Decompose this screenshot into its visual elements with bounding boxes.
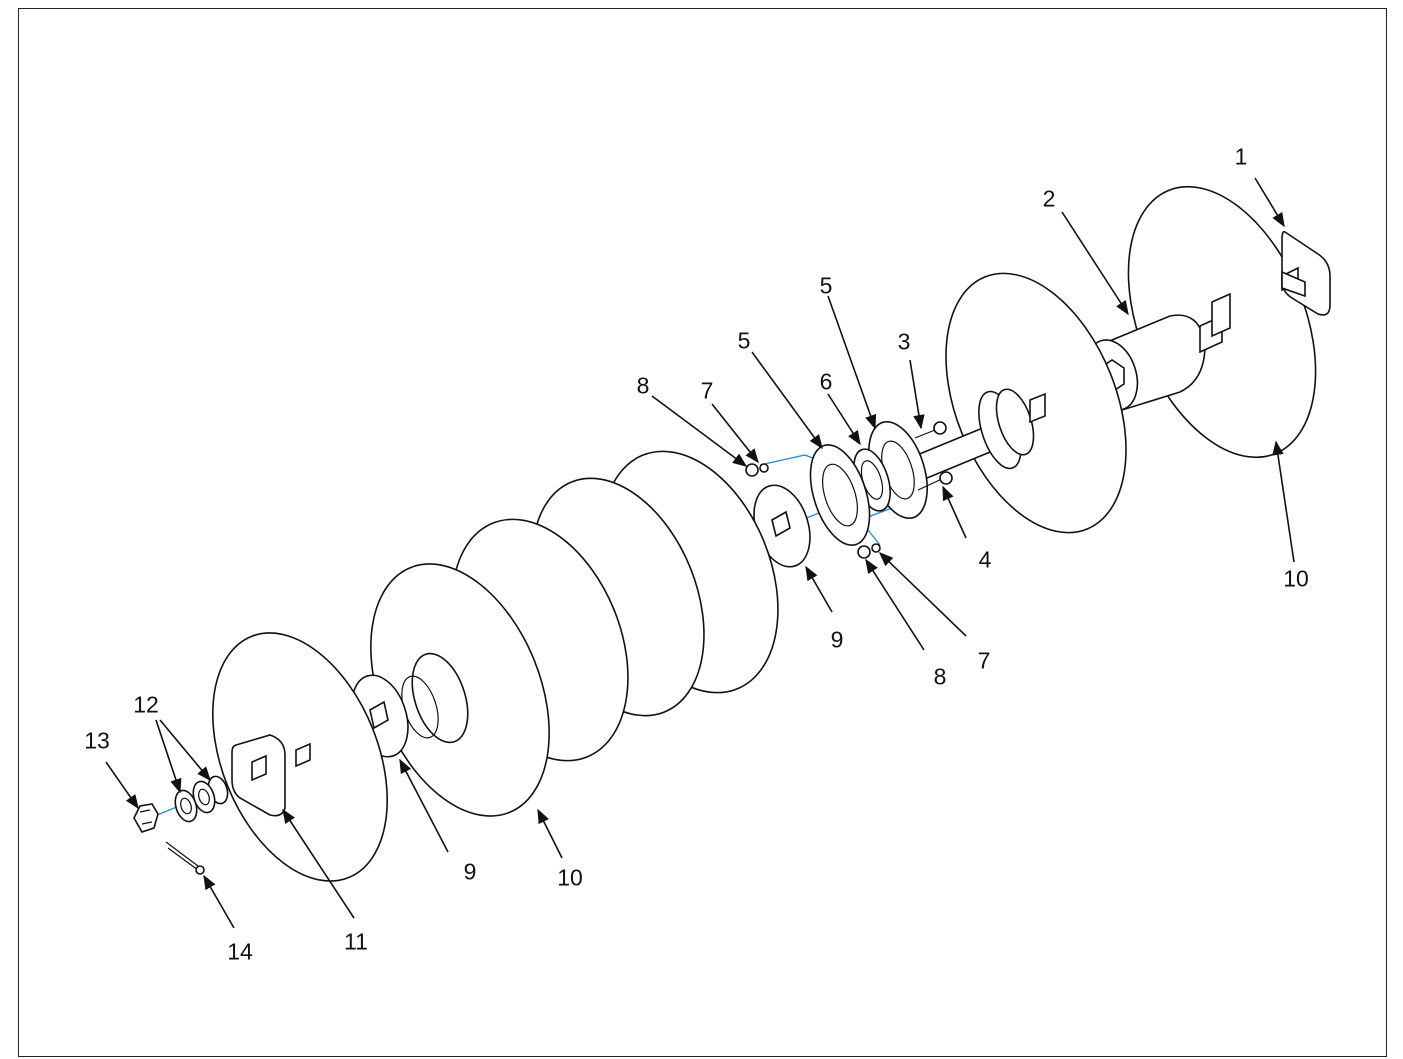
- callout-7-a: 7: [700, 377, 714, 404]
- callout-2: 2: [1042, 185, 1056, 212]
- callout-6: 6: [819, 368, 833, 395]
- square-end-plate: [1281, 230, 1331, 316]
- callout-14: 14: [227, 938, 253, 965]
- callout-8-b: 8: [933, 663, 947, 690]
- callout-9-b: 9: [463, 858, 477, 885]
- callout-8-a: 8: [636, 372, 650, 399]
- callout-5-b: 5: [819, 272, 833, 299]
- callout-5-a: 5: [737, 327, 751, 354]
- washers: [174, 775, 229, 823]
- callout-12: 12: [133, 691, 159, 718]
- square-plate: [231, 734, 286, 817]
- callout-9-a: 9: [830, 626, 844, 653]
- end-disc-left: [212, 632, 388, 882]
- shaft-flange: [904, 388, 1046, 487]
- callout-7-b: 7: [977, 647, 991, 674]
- nuts-washers: [745, 463, 881, 559]
- disc-stack: [370, 450, 779, 817]
- drawing-frame: [18, 8, 1387, 1057]
- cotter-pin: [165, 841, 205, 875]
- leader-lines: [105, 177, 1295, 929]
- callout-10-a: 10: [1283, 565, 1309, 592]
- callout-3: 3: [897, 328, 911, 355]
- bolts-3-4: [914, 421, 953, 491]
- callout-1: 1: [1234, 143, 1248, 170]
- callout-13: 13: [84, 727, 110, 754]
- callout-4: 4: [978, 546, 992, 573]
- callout-11: 11: [344, 928, 368, 955]
- callout-10-b: 10: [557, 864, 583, 891]
- castle-nut: [133, 803, 159, 833]
- bearing-flange-left: [809, 444, 871, 546]
